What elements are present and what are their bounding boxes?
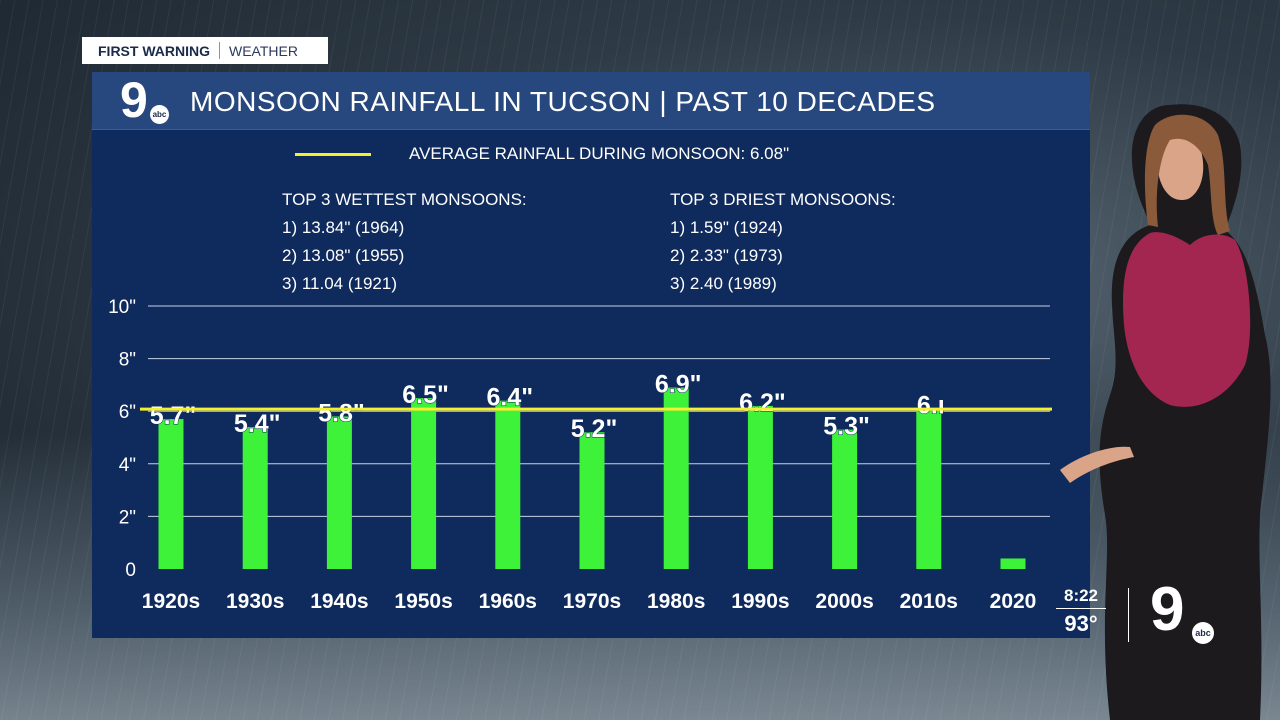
average-line-swatch — [295, 152, 371, 156]
rainfall-bar-chart: 0 2" 4" 6" 8" 10" 1920s 5.7" 1930s 5.4" 1940s 5.8" 1… — [108, 297, 1052, 613]
bar — [242, 426, 268, 569]
average-legend: AVERAGE RAINFALL DURING MONSOON: 6.08" — [295, 144, 789, 164]
data-label: 5.7" — [150, 402, 197, 430]
badge-first-warning: FIRST WARNING — [98, 42, 210, 59]
bar — [1000, 558, 1026, 569]
first-warning-badge: FIRST WARNING WEATHER — [82, 37, 328, 64]
data-label: 6.5" — [402, 381, 449, 409]
data-label: 6.9" — [655, 371, 702, 399]
x-tick-label: 1980s — [647, 590, 705, 613]
bar — [158, 419, 184, 569]
bar — [495, 400, 521, 569]
bar — [832, 429, 858, 569]
presenter-silhouette — [1060, 104, 1271, 720]
data-label: 6.ı — [917, 392, 945, 420]
driest-item: 2) 2.33" (1973) — [670, 246, 783, 265]
x-tick-label: 1950s — [394, 590, 452, 613]
badge-weather: WEATHER — [229, 42, 298, 59]
ticker-divider — [1128, 588, 1129, 642]
x-tick-label: 2020 — [990, 590, 1037, 613]
data-label: 6.2" — [739, 389, 786, 417]
station-logo-number: 9 — [120, 72, 148, 128]
average-legend-label: AVERAGE RAINFALL DURING MONSOON: 6.08" — [409, 144, 790, 163]
data-label: 5.4" — [234, 410, 281, 438]
y-tick-label: 2" — [119, 507, 136, 528]
driest-item: 1) 1.59" (1924) — [670, 218, 783, 237]
ticker-time: 8:22 — [1056, 586, 1106, 609]
x-tick-label: 2000s — [815, 590, 873, 613]
x-tick-label: 2010s — [900, 590, 958, 613]
ticker-clock: 8:22 93° — [1056, 586, 1106, 637]
wettest-item: 3) 11.04 (1921) — [282, 274, 397, 293]
wettest-heading: TOP 3 WETTEST MONSOONS: — [282, 190, 527, 209]
bar — [579, 432, 605, 569]
wettest-item: 2) 13.08" (1955) — [282, 246, 405, 265]
driest-item: 3) 2.40 (1989) — [670, 274, 777, 293]
data-label: 5.3" — [823, 413, 870, 441]
y-tick-label: 0 — [125, 560, 136, 581]
data-label: 5.2" — [571, 415, 618, 443]
bar — [411, 398, 437, 569]
bar — [747, 405, 773, 569]
x-tick-label: 1970s — [563, 590, 621, 613]
x-tick-label: 1960s — [479, 590, 537, 613]
abc-logo-icon: abc — [150, 105, 169, 124]
abc-corner-logo-icon: abc — [1192, 622, 1214, 644]
y-tick-label: 8" — [119, 350, 136, 371]
y-tick-label: 10" — [108, 297, 136, 318]
data-label: 5.8" — [318, 399, 365, 427]
x-tick-label: 1940s — [310, 590, 368, 613]
driest-list: TOP 3 DRIEST MONSOONS: 1) 1.59" (1924) 2… — [670, 186, 896, 298]
data-label: 6.4" — [486, 384, 533, 412]
wettest-list: TOP 3 WETTEST MONSOONS: 1) 13.84" (1964)… — [282, 186, 527, 298]
chart-title: MONSOON RAINFALL IN TUCSON | PAST 10 DEC… — [190, 86, 936, 117]
x-tick-label: 1920s — [142, 590, 200, 613]
bar — [326, 416, 352, 569]
y-tick-label: 6" — [119, 402, 136, 423]
x-tick-label: 1990s — [731, 590, 789, 613]
driest-heading: TOP 3 DRIEST MONSOONS: — [670, 190, 896, 209]
bar — [663, 387, 689, 569]
station-logo-corner-number: 9 — [1150, 575, 1185, 644]
ticker-temperature: 93° — [1064, 611, 1098, 636]
chart-header: 9 abc MONSOON RAINFALL IN TUCSON | PAST … — [92, 72, 1090, 130]
badge-divider — [219, 42, 220, 59]
x-tick-label: 1930s — [226, 590, 284, 613]
bar — [916, 408, 942, 569]
y-tick-label: 4" — [119, 455, 136, 476]
wettest-item: 1) 13.84" (1964) — [282, 218, 405, 237]
